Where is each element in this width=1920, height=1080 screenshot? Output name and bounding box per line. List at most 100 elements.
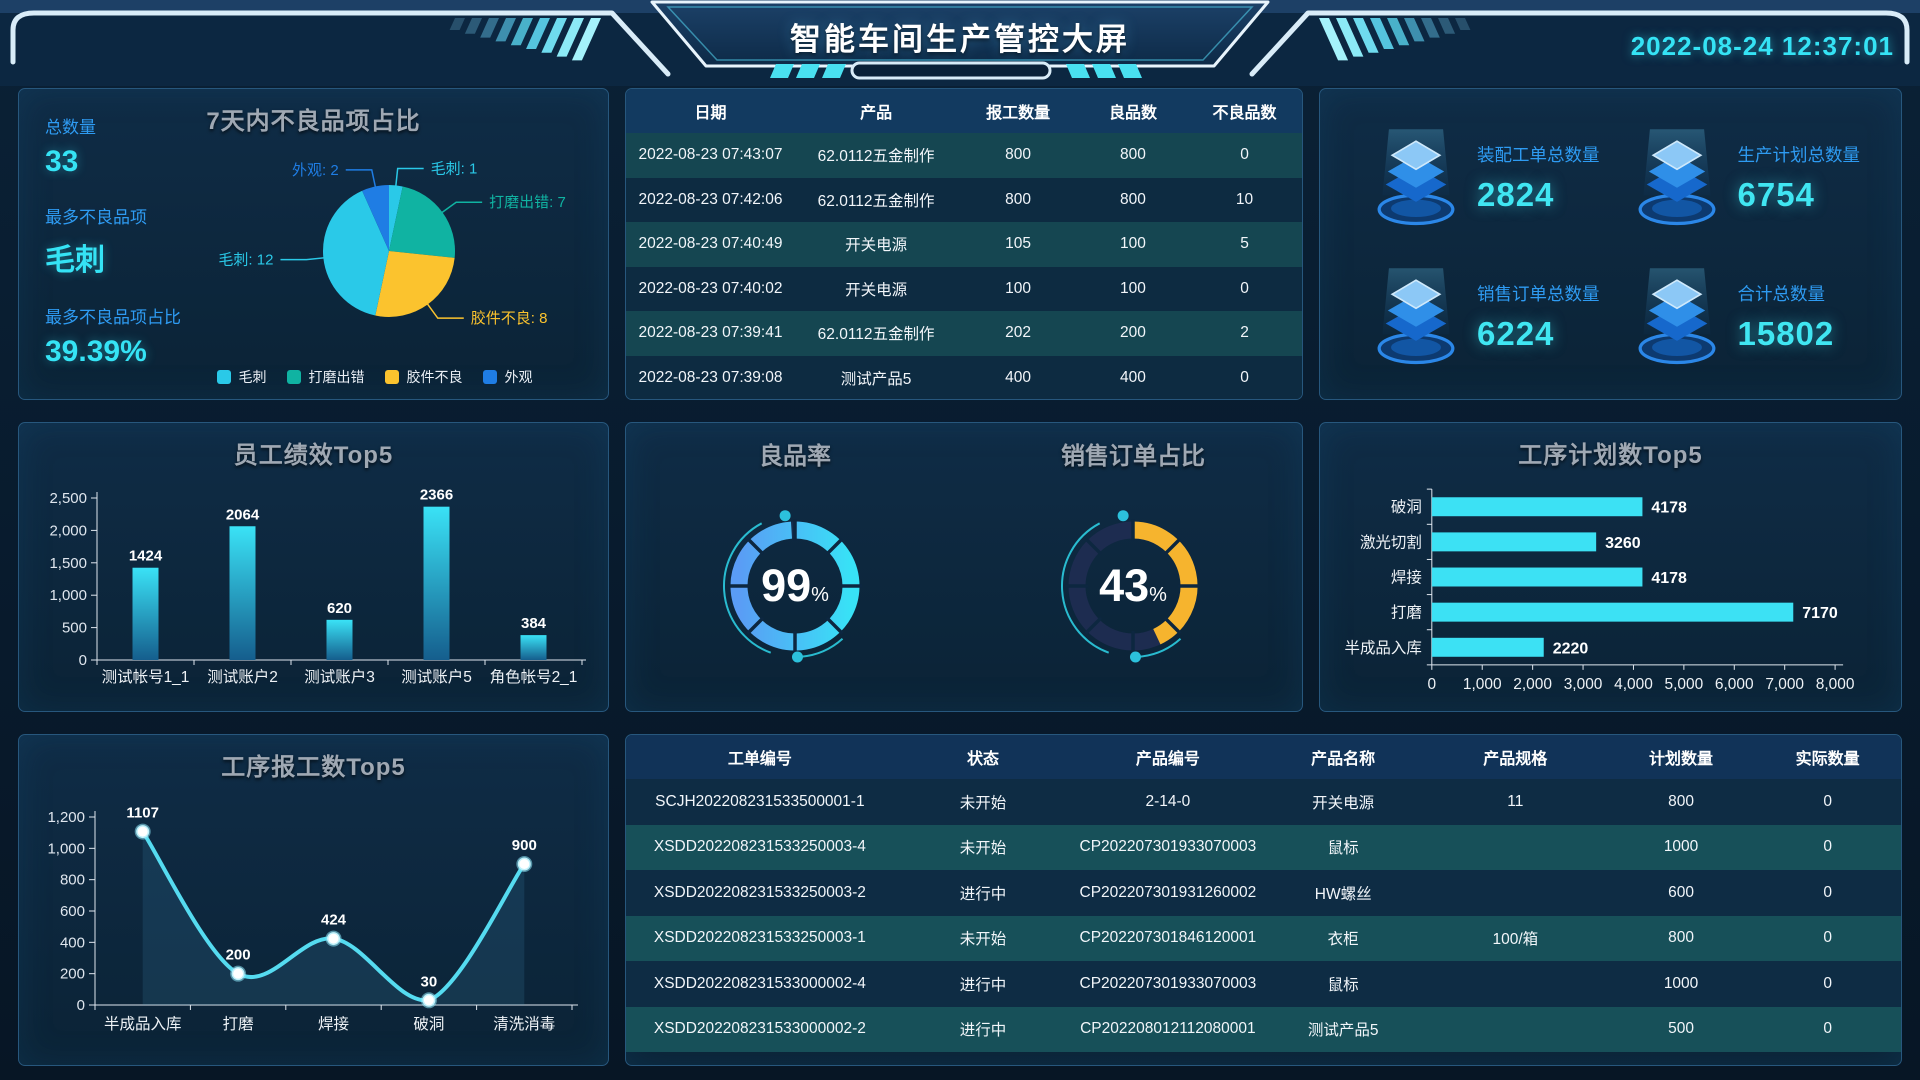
category-label: 半成品入库 (1344, 639, 1421, 657)
value-label: 620 (327, 600, 352, 617)
table-row: XSDD202208231533000002-2 进行中 CP20220801211… (626, 1006, 1901, 1053)
cell: 100 (1120, 235, 1146, 253)
cell (1423, 870, 1608, 916)
bar (326, 619, 353, 660)
stat-value: 33 (45, 145, 79, 178)
gauge-arc (1132, 521, 1198, 645)
assembly-orders-card: 装配工单总数量 2824 (1372, 119, 1619, 236)
value-label: 2366 (420, 487, 453, 504)
category-label: 测试账户2 (207, 668, 278, 686)
table-header-row: 工单编号 状态 产品编号 产品名称 产品规格 计划数量 实际数量 (626, 735, 1901, 779)
cell: 0 (1823, 838, 1832, 856)
stat-label: 总数量 (45, 118, 96, 137)
line-area (142, 831, 525, 1005)
category-label: 焊接 (318, 1015, 349, 1033)
line-chart-svg: 0 200 400 600 800 1,000 1,200 1107 半成品入库 200 打磨 424… (47, 805, 578, 1033)
legend-swatch (482, 370, 497, 384)
cell: 鼠标 (1327, 840, 1359, 858)
pie-label: 胶件不良: 8 (471, 310, 548, 327)
column-header: 实际数量 (1795, 751, 1860, 768)
stat-card-value: 2824 (1477, 175, 1555, 213)
pie-label-line (345, 169, 377, 189)
value-label: 900 (512, 837, 537, 854)
cell: 800 (1005, 146, 1031, 164)
category-label: 半成品入库 (104, 1015, 182, 1033)
category-label: 角色帐号2_1 (490, 668, 578, 686)
cell: 未开始 (959, 840, 1007, 858)
category-label: 测试账户5 (401, 668, 472, 686)
column-header: 产品规格 (1483, 751, 1548, 768)
pie-label: 打磨出错: 7 (489, 194, 566, 211)
table-row: XSDD202208231533250003-1 未开始 CP20220730184… (626, 915, 1901, 961)
y-tick-label: 400 (60, 934, 85, 951)
y-tick-label: 1,200 (47, 809, 85, 826)
cell: 0 (1823, 792, 1832, 810)
x-tick-label: 6,000 (1715, 676, 1754, 693)
stat-cards: 装配工单总数量 2824 生产计划总数量 6754 销售订单总数量 6224 (1372, 119, 1879, 375)
bar (423, 506, 450, 660)
panel-gauges: 良品率 销售订单占比 99% 43% (625, 422, 1303, 712)
cell: HW螺丝 (1314, 885, 1372, 903)
cell: 62.0112五金制作 (817, 148, 935, 166)
defect-pie-chart: 毛刺: 1 打磨出错: 7 胶件不良: 8 毛刺: 12 外观: 2 (157, 109, 607, 366)
cell: 进行中 (959, 1022, 1007, 1040)
x-tick-label: 0 (1428, 676, 1437, 693)
defect-stats: 总数量 33 最多不良品项 毛刺 最多不良品项占比 39.39% (45, 113, 181, 369)
cell: 2022-08-23 07:39:41 (638, 324, 783, 342)
gauge-value: 99% (761, 560, 829, 611)
cell: 2-14-0 (1145, 792, 1191, 810)
value-label: 7170 (1802, 605, 1838, 622)
legend-item: 胶件不良 (384, 367, 463, 387)
header: 智能车间生产管控大屏 2022-08-24 12:37:01 (0, 0, 1920, 86)
datetime-display: 2022-08-24 12:37:01 (1630, 31, 1894, 61)
value-label: 4178 (1651, 570, 1687, 587)
y-tick-label: 1,500 (49, 555, 87, 572)
bar (520, 635, 547, 660)
cell (1423, 1007, 1608, 1053)
sales-gauge-title: 销售订单占比 (1061, 443, 1205, 470)
cell: 开关电源 (845, 281, 908, 299)
table-row: 2022-08-23 07:39:08 测试产品5 400 400 0 (626, 355, 1302, 399)
cell: 0 (1823, 974, 1832, 992)
table-row: XSDD202208231533250003-2 进行中 CP20220730193… (626, 870, 1901, 916)
performance-bar-chart: 0 500 1,000 1,500 2,000 2,500 1424 测试帐号1_1 2064 测… (27, 467, 600, 707)
y-tick-label: 0 (77, 997, 85, 1014)
pie-label: 毛刺: 1 (431, 160, 478, 177)
data-point (420, 992, 437, 1009)
cell: 开关电源 (1312, 794, 1375, 812)
cell: 200 (1120, 324, 1146, 342)
x-tick-label: 2,000 (1513, 676, 1552, 693)
category-label: 打磨 (1391, 604, 1422, 622)
table-row: 2022-08-23 07:40:49 开关电源 105 100 5 (626, 222, 1302, 267)
panel-orders-table: 工单编号 状态 产品编号 产品名称 产品规格 计划数量 实际数量 SCJH2022082315… (625, 734, 1902, 1066)
quality-rate-gauge: 99% (655, 476, 935, 706)
cell: 1000 (1663, 838, 1699, 856)
gauge-svg: 43% (1061, 510, 1200, 663)
category-label: 激光切割 (1360, 533, 1422, 551)
sales-orders-card: 销售订单总数量 6224 (1372, 258, 1619, 375)
pie-chart-svg: 毛刺: 1 打磨出错: 7 胶件不良: 8 毛刺: 12 外观: 2 (218, 160, 566, 327)
stat-card-value: 6224 (1477, 314, 1555, 352)
cell: CP202207301933070003 (1079, 974, 1257, 992)
cell: 100/箱 (1492, 931, 1539, 949)
cell: 400 (1005, 368, 1031, 386)
pie-label-line (280, 256, 326, 261)
legend-swatch (286, 370, 301, 384)
cell (1423, 961, 1608, 1007)
cell: 2022-08-23 07:40:02 (638, 279, 783, 297)
stat-card-label: 销售订单总数量 (1477, 283, 1600, 304)
category-label: 破洞 (413, 1015, 444, 1033)
stat-card-value: 6754 (1737, 175, 1815, 213)
legend-swatch (216, 370, 231, 384)
performance-panel-title: 员工绩效Top5 (233, 442, 394, 469)
cell: 2022-08-23 07:40:49 (638, 235, 783, 253)
x-tick-label: 7,000 (1765, 676, 1804, 693)
layers-icon (1633, 126, 1721, 230)
plan-panel-title: 工序计划数Top5 (1518, 442, 1703, 469)
bar (229, 526, 256, 660)
cell: 202 (1005, 324, 1031, 342)
column-header: 良品数 (1108, 105, 1157, 122)
stat-value: 毛刺 (45, 244, 105, 277)
cell: 未开始 (959, 931, 1007, 949)
value-label: 3260 (1605, 535, 1641, 552)
